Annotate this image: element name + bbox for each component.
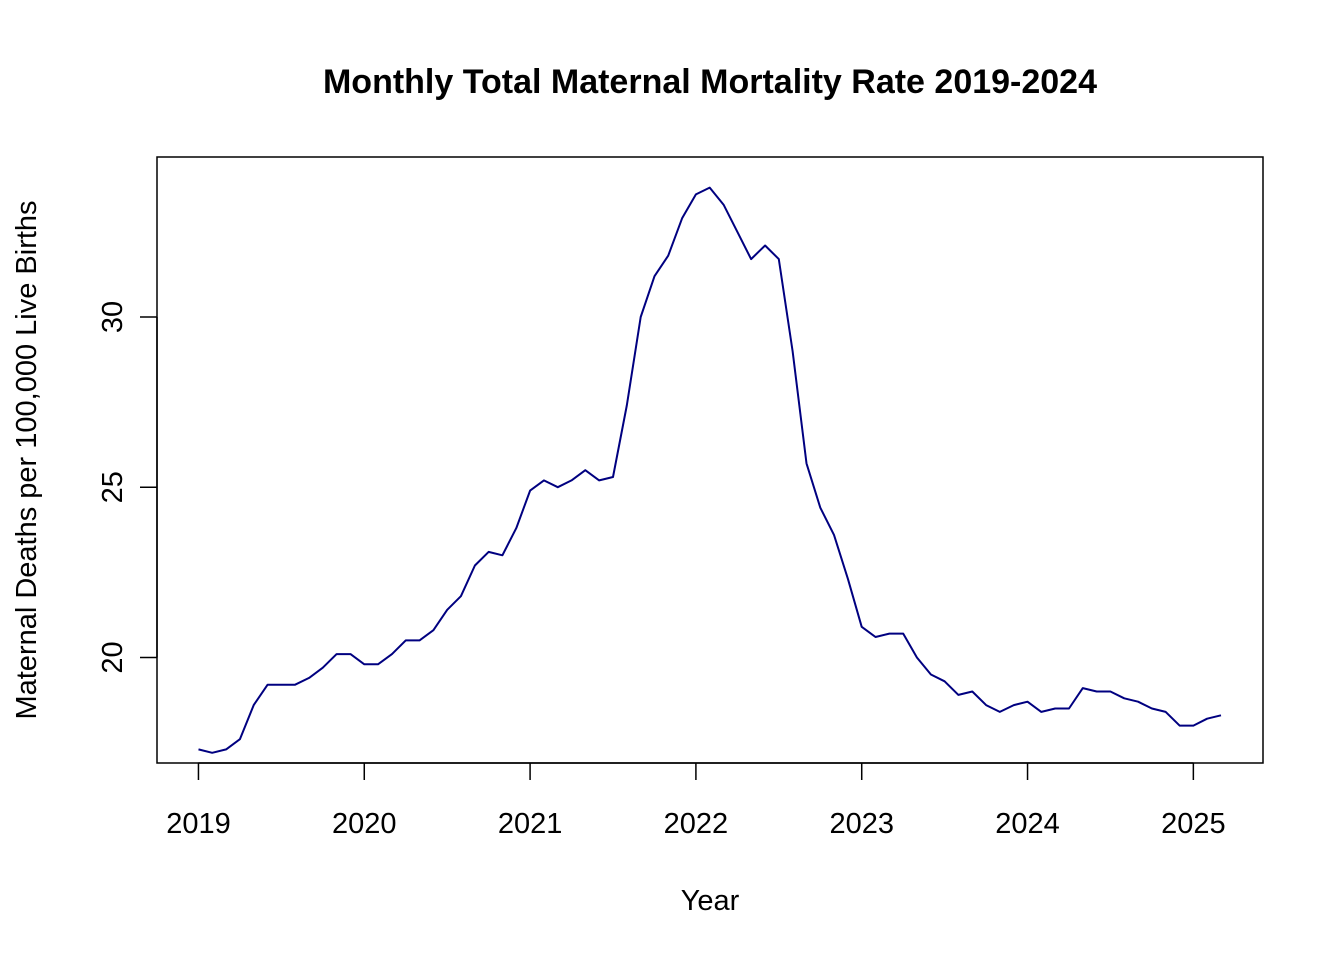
y-tick-label: 30 bbox=[97, 301, 129, 333]
y-tick-label: 20 bbox=[97, 641, 129, 673]
x-axis-label: Year bbox=[681, 885, 740, 917]
x-tick-label: 2025 bbox=[1161, 808, 1226, 840]
x-tick-label: 2022 bbox=[664, 808, 729, 840]
series-layer bbox=[198, 186, 1222, 754]
x-tick-label: 2023 bbox=[829, 808, 894, 840]
y-axis-label: Maternal Deaths per 100,000 Live Births bbox=[11, 200, 43, 719]
series-line-1 bbox=[198, 186, 1222, 754]
chart-title: Monthly Total Maternal Mortality Rate 20… bbox=[323, 63, 1097, 101]
x-tick-label: 2020 bbox=[332, 808, 397, 840]
y-axis: 20 25 30 bbox=[97, 301, 158, 674]
y-tick-label: 25 bbox=[97, 471, 129, 503]
x-axis: 2019 2020 2021 2022 2023 2024 2025 bbox=[166, 762, 1226, 840]
x-tick-label: 2024 bbox=[995, 808, 1060, 840]
x-tick-label: 2019 bbox=[166, 808, 231, 840]
x-tick-label: 2021 bbox=[498, 808, 563, 840]
plot-frame bbox=[156, 156, 1264, 764]
